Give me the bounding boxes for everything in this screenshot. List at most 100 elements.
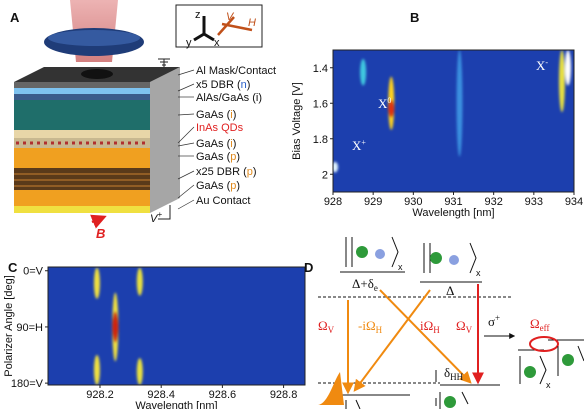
y-axis-label: Bias Voltage [V] bbox=[291, 82, 303, 160]
layer-label-part: x5 DBR ( bbox=[196, 79, 241, 91]
emission-streak bbox=[93, 267, 100, 299]
emission-streak bbox=[360, 58, 367, 86]
layer bbox=[14, 206, 150, 213]
y-tick-label: 1.8 bbox=[313, 134, 328, 146]
emission-streak bbox=[136, 267, 143, 296]
annotation: X0 bbox=[378, 96, 391, 111]
y-tick-label: 1.4 bbox=[313, 63, 328, 75]
layer bbox=[14, 100, 150, 130]
y-tick-label: 180=V bbox=[11, 378, 44, 390]
emission-streak bbox=[388, 99, 395, 118]
layer-label: x25 DBR (p) bbox=[196, 166, 257, 178]
field-label: B bbox=[96, 226, 105, 241]
streaks bbox=[333, 50, 571, 173]
y-tick-label: 2 bbox=[322, 169, 328, 181]
layer-label-part: ) bbox=[233, 138, 237, 150]
layer-label-part: ) bbox=[236, 151, 240, 163]
annotation: X- bbox=[536, 58, 548, 73]
x-axis-label: Wavelength [nm] bbox=[135, 400, 217, 409]
bias-sup: + bbox=[157, 210, 162, 219]
layer-label: GaAs (i) bbox=[196, 109, 236, 121]
layer-label-part: ) bbox=[247, 79, 251, 91]
x-tick-label: 928.2 bbox=[86, 389, 114, 401]
ket-subscript: x bbox=[546, 380, 551, 390]
sub: HH bbox=[450, 372, 463, 382]
x-tick-label: 930 bbox=[404, 196, 422, 208]
layer-label-part: n bbox=[241, 79, 247, 91]
polarization-arrows bbox=[217, 16, 253, 36]
layer-label-part: Au Contact bbox=[196, 195, 250, 207]
leader-line bbox=[177, 184, 195, 199]
spin-icons bbox=[356, 246, 442, 264]
annotation-text: X bbox=[536, 58, 546, 73]
sub: eff bbox=[540, 323, 550, 333]
layer-label-part: ) bbox=[253, 166, 257, 178]
pol-h: H bbox=[248, 17, 256, 29]
layer-label-part: GaAs ( bbox=[196, 138, 231, 150]
leader-line bbox=[177, 69, 195, 76]
y-axis-label: Polarizer Angle [deg] bbox=[3, 275, 15, 377]
layer-stack bbox=[14, 67, 180, 213]
layer-label: InAs QDs bbox=[196, 122, 244, 134]
ground-symbol bbox=[158, 58, 170, 67]
x-axis-label: Wavelength [nm] bbox=[412, 207, 494, 219]
emission-streak bbox=[456, 50, 463, 157]
main: Ω bbox=[530, 316, 540, 331]
annotation-text: X bbox=[352, 138, 362, 153]
spin-icon bbox=[375, 249, 385, 259]
layer-label-part: p bbox=[230, 151, 236, 163]
stack-side bbox=[150, 67, 180, 213]
coupling-label: ΩV bbox=[456, 318, 473, 335]
main: δ bbox=[444, 365, 450, 380]
inset-box bbox=[175, 4, 263, 48]
bias-text: V bbox=[150, 213, 159, 225]
layer-label: GaAs (i) bbox=[196, 138, 236, 150]
emission-streak bbox=[564, 50, 571, 86]
drive-label: σ+ bbox=[488, 313, 500, 329]
layer-label: GaAs (p) bbox=[196, 180, 240, 192]
panel-label: A bbox=[10, 10, 20, 25]
axis-x: x bbox=[214, 37, 220, 49]
aperture bbox=[81, 69, 113, 79]
emission-streak bbox=[333, 161, 339, 173]
pol-v: V bbox=[226, 11, 235, 23]
sub: e bbox=[374, 283, 378, 293]
layer-label-part: i bbox=[230, 109, 232, 121]
transition-arrow bbox=[353, 289, 431, 392]
layer-label-part: GaAs ( bbox=[196, 109, 231, 121]
axis-z: z bbox=[195, 9, 201, 21]
effective-coupling: Ωeff bbox=[530, 316, 550, 333]
layer bbox=[14, 94, 150, 100]
panel-label: D bbox=[304, 260, 313, 275]
streaks bbox=[93, 267, 143, 385]
layer-label: x5 DBR (n) bbox=[196, 79, 250, 91]
panel-label: C bbox=[8, 260, 18, 275]
spin-icon bbox=[562, 354, 574, 366]
layer-label-part: ) bbox=[236, 180, 240, 192]
ket-brackets bbox=[519, 345, 584, 385]
coupling-label: iΩH bbox=[420, 318, 440, 335]
level-label: Δ+δe bbox=[352, 276, 378, 293]
splitting-label: δHH bbox=[444, 365, 464, 382]
emission-streak bbox=[93, 355, 100, 385]
layer-label: Al Mask/Contact bbox=[196, 65, 276, 77]
panel-d: D x x Δ+δe Δ ΩV -iΩH iΩH ΩV δHH σ+ Ωeff bbox=[304, 236, 584, 409]
charts: B 928 929 930 931 932 933 934 1.4 1.6 1.8 2 Waveleng… bbox=[3, 10, 583, 409]
plot-frame bbox=[47, 266, 306, 386]
panel-a: A V+ B z bbox=[10, 0, 276, 241]
layer-label: AlAs/GaAs (i) bbox=[196, 92, 262, 104]
annotation-sup: - bbox=[545, 58, 548, 67]
heatmap-background bbox=[333, 50, 574, 192]
main: Δ+δ bbox=[352, 276, 374, 291]
layer-label-part: p bbox=[230, 180, 236, 192]
y-tick-label: 90=H bbox=[16, 322, 43, 334]
x-tick-label: 928 bbox=[324, 196, 342, 208]
main: Ω bbox=[318, 318, 328, 333]
layer-label-part: AlAs/GaAs (i) bbox=[196, 92, 262, 104]
x-tick-label: 933 bbox=[525, 196, 543, 208]
coupling-label: ΩV bbox=[318, 318, 335, 335]
coupling-label: -iΩH bbox=[358, 318, 383, 335]
lens-highlight bbox=[48, 30, 140, 46]
layer bbox=[14, 190, 150, 206]
layer bbox=[14, 148, 150, 168]
